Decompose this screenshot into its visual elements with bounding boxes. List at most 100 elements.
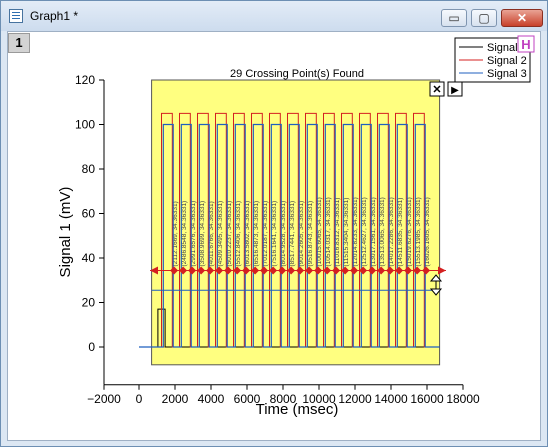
chart-title: 29 Crossing Point(s) Found [230, 68, 364, 80]
crossing-point-marker [206, 266, 215, 275]
y-tick-label: 0 [88, 340, 95, 354]
y-tick-label: 100 [75, 118, 95, 132]
crossing-point-marker [215, 266, 224, 275]
x-tick-label: 4000 [198, 392, 225, 406]
crossing-level-left-arrow [150, 266, 158, 275]
crossing-point-marker [413, 266, 422, 275]
crossing-point-marker [188, 266, 197, 275]
crossing-point-marker [179, 266, 188, 275]
y-axis-label: Signal 1 (mV) [57, 187, 74, 278]
x-tick-label: 18000 [446, 392, 480, 406]
y-tick-label: 60 [82, 207, 96, 221]
crossing-label: (14511.6835, 34.36331) [397, 198, 404, 267]
crossing-point-marker [422, 266, 431, 275]
y-tick-label: 40 [82, 251, 96, 265]
crossing-label: (9516.8743, 34.36331) [307, 201, 314, 267]
crossing-point-marker [233, 266, 242, 275]
series-signal-3-line [139, 123, 440, 348]
hide-badge-label: H [521, 37, 530, 52]
crossing-label: (11515.3404, 34.36331) [343, 198, 350, 267]
crossing-label: (12014.8233, 34.36331) [352, 197, 359, 266]
crossing-point-marker [404, 266, 413, 275]
crossing-label: (13017.1561, 34.36331) [370, 197, 377, 266]
crossing-label: (15019.6276, 34.36331) [406, 197, 413, 266]
crossing-point-marker [242, 266, 251, 275]
crossing-label: (10514.0317, 34.36331) [325, 197, 332, 266]
crossing-point-marker [386, 266, 395, 275]
x-tick-label: −2000 [87, 392, 121, 406]
crossing-label: (12512.4627, 34.36331) [361, 197, 368, 266]
x-tick-label: 8000 [270, 392, 297, 406]
crossing-label: (8014.9528, 34.36331) [280, 201, 287, 267]
series-layer [139, 112, 440, 348]
layer-1-tab[interactable]: 1 [8, 33, 30, 53]
crossing-point-marker [323, 266, 332, 275]
crossing-label: (11016.8312, 34.36331) [334, 198, 341, 267]
crossing-point-marker [341, 266, 350, 275]
crossing-label: (16026.1605, 34.36331) [424, 197, 431, 266]
crossing-point-marker [170, 266, 179, 275]
crossing-point-marker [377, 266, 386, 275]
range-handle[interactable] [429, 274, 443, 296]
y-tick-label: 20 [82, 296, 96, 310]
crossing-point-marker [332, 266, 341, 275]
x-tick-label: 2000 [162, 392, 189, 406]
crossing-label: (10015.6065, 34.36331) [316, 197, 323, 266]
crossing-point-marker [314, 266, 323, 275]
x-axis-label: Time (msec) [256, 401, 339, 418]
crossing-label: (7012.0187, 34.36331) [262, 201, 269, 267]
remove-crossings-button[interactable]: ✕ [429, 81, 445, 97]
close-button[interactable]: ✕ [501, 9, 543, 27]
crossing-label: (6013.5802, 34.36331) [244, 201, 251, 267]
crossing-point-marker [278, 266, 287, 275]
crossing-label: (4011.6766, 34.36331) [208, 201, 215, 266]
crossing-point-marker [269, 266, 278, 275]
crossing-level-right-arrow [438, 266, 446, 275]
crossing-menu-button[interactable]: ▶ [447, 81, 463, 97]
crossing-point-marker [260, 266, 269, 275]
window-titlebar[interactable]: Graph1 * ▭ ▢ ✕ [1, 1, 547, 31]
legend-item-label: Signal [487, 42, 518, 54]
crossing-label: (7516.1641, 34.36331) [271, 201, 278, 267]
minimize-button[interactable]: ▭ [441, 9, 467, 27]
crossing-label: (14017.2286, 34.36331) [388, 197, 395, 266]
y-tick-label: 120 [75, 73, 95, 87]
crossing-point-marker [350, 266, 359, 275]
crossing-label: (5010.2237, 34.36331) [226, 201, 233, 267]
crossing-point-marker [287, 266, 296, 275]
crossing-label: (2486.8548, 34.36331) [181, 201, 188, 267]
close-icon: ✕ [432, 84, 441, 96]
legend-item-label: Signal 2 [487, 55, 527, 67]
hide-badge[interactable]: H [517, 35, 535, 53]
crossing-point-marker [305, 266, 314, 275]
crossing-point-marker [296, 266, 305, 275]
crossing-label: (2991.6576, 34.36331) [190, 201, 197, 267]
crossing-label: (4509.3495, 34.36331) [217, 201, 224, 267]
crossing-label: (2112.1669, 34.36331) [172, 201, 179, 266]
legend-item-label: Signal 3 [487, 68, 527, 80]
crossing-point-marker [368, 266, 377, 275]
crossing-label: (8517.7441, 34.36331) [289, 201, 296, 267]
crossing-point-marker [251, 266, 260, 275]
crossing-label: (6516.4873, 34.36331) [253, 201, 260, 267]
crossing-point-marker [224, 266, 233, 275]
axes: −2000 0 2000 4000 6000 8000 10000 12000 14000 160… [75, 73, 480, 406]
crossing-point-marker [359, 266, 368, 275]
y-tick-label: 80 [82, 162, 96, 176]
x-tick-label: 12000 [338, 392, 372, 406]
series-signal-2-line [161, 112, 438, 348]
crossing-labels: (2112.1669, 34.36331) (2486.8548, 34.3633… [172, 197, 431, 266]
x-tick-label: 0 [136, 392, 143, 406]
play-arrow-icon: ▶ [451, 85, 459, 96]
crossing-point-marker [197, 266, 206, 275]
x-tick-label: 6000 [234, 392, 261, 406]
crossing-label: (15513.1985, 34.36331) [415, 197, 422, 266]
crossing-label: (13513.0065, 34.36331) [379, 197, 386, 266]
maximize-button[interactable]: ▢ [471, 9, 497, 27]
x-tick-label: 10000 [302, 392, 336, 406]
crossing-label: (5512.8406, 34.36331) [235, 201, 242, 267]
crossing-markers [150, 266, 446, 275]
window-title: Graph1 * [30, 9, 79, 23]
